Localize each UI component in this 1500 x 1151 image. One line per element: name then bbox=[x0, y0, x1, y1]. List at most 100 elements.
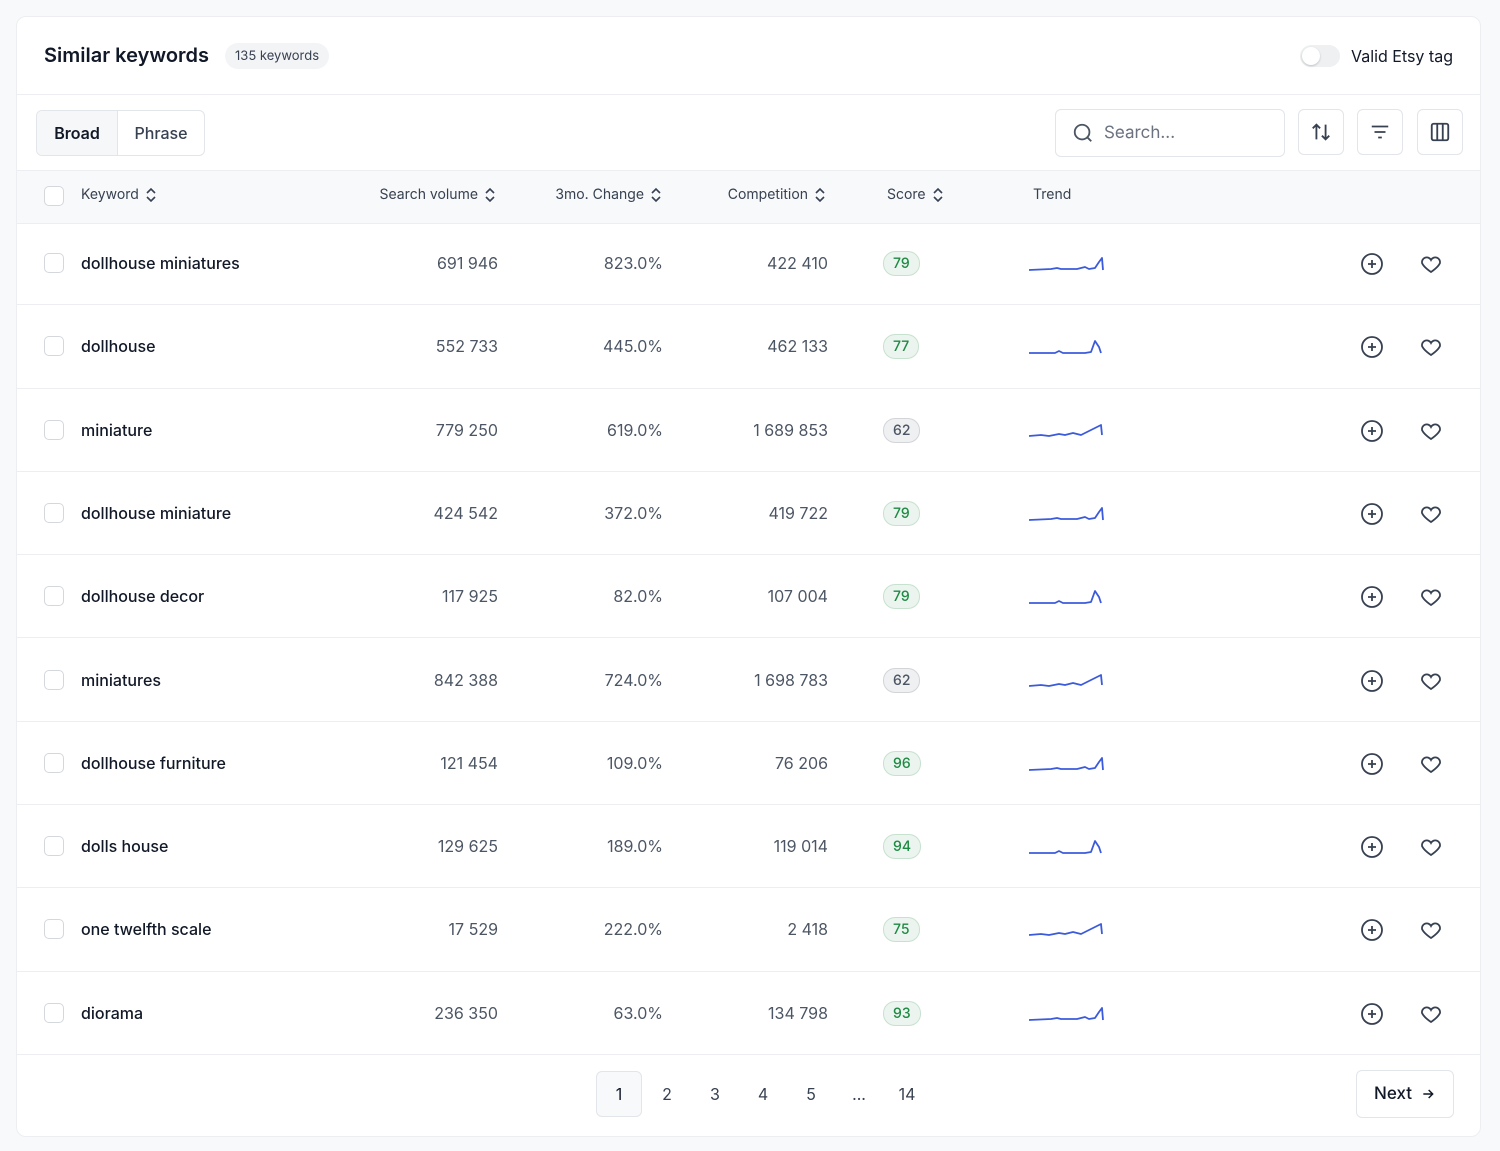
page-button[interactable]: 4 bbox=[757, 1084, 769, 1104]
checkbox[interactable] bbox=[44, 669, 64, 690]
competition: 2 418 bbox=[787, 919, 828, 940]
add-button[interactable] bbox=[1360, 835, 1384, 859]
add-button[interactable] bbox=[1360, 502, 1384, 526]
page-button[interactable]: 1 bbox=[596, 1071, 642, 1117]
column-header[interactable]: Keyword bbox=[81, 186, 157, 203]
table-row: dollhouse miniatures 691 946 823.0% 422 410… bbox=[17, 222, 1480, 306]
search-volume: 842 388 bbox=[433, 669, 498, 690]
score-badge: 62 bbox=[883, 417, 921, 443]
score-badge: 93 bbox=[883, 1000, 921, 1026]
sort-button[interactable] bbox=[1298, 109, 1344, 155]
favorite-button[interactable] bbox=[1419, 918, 1443, 942]
keyword: dollhouse furniture bbox=[81, 752, 226, 773]
tab-phrase[interactable]: Phrase bbox=[134, 123, 188, 143]
column-header[interactable]: Score bbox=[887, 186, 944, 203]
keyword: miniatures bbox=[81, 669, 161, 690]
score-badge: 79 bbox=[883, 500, 920, 526]
score-badge: 79 bbox=[883, 251, 920, 276]
add-button[interactable] bbox=[1360, 585, 1384, 609]
checkbox[interactable] bbox=[44, 836, 64, 857]
favorite-button[interactable] bbox=[1419, 835, 1443, 859]
page-button[interactable]: 14 bbox=[898, 1084, 916, 1104]
checkbox[interactable] bbox=[44, 586, 64, 607]
checkbox[interactable] bbox=[44, 1002, 64, 1023]
column-header[interactable]: Competition bbox=[728, 186, 826, 203]
column-title: Competition bbox=[727, 186, 808, 203]
favorite-button[interactable] bbox=[1419, 252, 1443, 276]
favorite-button[interactable] bbox=[1419, 669, 1443, 693]
column-header: Trend bbox=[1033, 186, 1071, 203]
search-volume: 17 529 bbox=[448, 919, 498, 940]
checkbox[interactable] bbox=[44, 502, 64, 523]
tab-broad[interactable]: Broad bbox=[37, 111, 118, 155]
add-button[interactable] bbox=[1360, 419, 1384, 443]
keyword-count: 135 keywords bbox=[225, 43, 330, 69]
filter-button[interactable] bbox=[1357, 109, 1403, 155]
search-volume: 779 250 bbox=[435, 419, 498, 440]
checkbox[interactable] bbox=[44, 419, 64, 440]
competition: 107 004 bbox=[767, 586, 828, 607]
score-badge: 79 bbox=[883, 584, 920, 610]
table-row: dolls house 129 625 189.0% 119 014 94 bbox=[17, 805, 1480, 889]
trend-sparkline bbox=[1029, 333, 1105, 359]
score-badge: 96 bbox=[883, 750, 921, 776]
favorite-button[interactable] bbox=[1419, 1002, 1443, 1026]
add-button[interactable] bbox=[1360, 1002, 1384, 1026]
page-button[interactable]: 3 bbox=[710, 1084, 720, 1104]
divider bbox=[17, 1054, 1480, 1055]
search-volume: 552 733 bbox=[435, 336, 498, 357]
divider bbox=[17, 94, 1480, 95]
add-button[interactable] bbox=[1360, 252, 1384, 276]
search-volume: 121 454 bbox=[440, 752, 498, 773]
column-title: Score bbox=[887, 186, 926, 203]
trend-sparkline bbox=[1028, 1000, 1105, 1026]
card-title: Similar keywords bbox=[44, 43, 209, 67]
search-box[interactable]: Search... bbox=[1055, 109, 1285, 157]
change: 189.0% bbox=[607, 836, 663, 857]
column-header[interactable]: 3mo. Change bbox=[555, 186, 662, 203]
competition: 1 698 783 bbox=[754, 669, 828, 690]
table-row: miniature 779 250 619.0% 1 689 853 62 bbox=[17, 389, 1480, 472]
page-button[interactable]: ... bbox=[852, 1084, 866, 1104]
checkbox[interactable] bbox=[44, 336, 64, 357]
column-title: Search volume bbox=[379, 186, 478, 203]
search-volume: 691 946 bbox=[436, 253, 498, 273]
trend-sparkline bbox=[1028, 667, 1105, 693]
column-title: Keyword bbox=[81, 186, 139, 203]
next-button[interactable]: Next bbox=[1356, 1070, 1454, 1118]
columns-button[interactable] bbox=[1417, 109, 1463, 155]
trend-sparkline bbox=[1028, 750, 1105, 776]
search-volume: 117 925 bbox=[442, 586, 498, 607]
competition: 422 410 bbox=[767, 253, 828, 273]
page-button[interactable]: 5 bbox=[806, 1084, 816, 1104]
change: 372.0% bbox=[604, 502, 663, 523]
favorite-button[interactable] bbox=[1419, 335, 1443, 359]
keywords-card: Similar keywords 135 keywords Valid Etsy… bbox=[16, 16, 1481, 1137]
favorite-button[interactable] bbox=[1419, 585, 1443, 609]
trend-sparkline bbox=[1029, 583, 1105, 609]
change: 724.0% bbox=[604, 669, 663, 690]
competition: 119 014 bbox=[773, 836, 828, 857]
keyword: dolls house bbox=[81, 836, 169, 857]
favorite-button[interactable] bbox=[1419, 419, 1443, 443]
column-header[interactable]: Search volume bbox=[380, 186, 496, 203]
add-button[interactable] bbox=[1360, 335, 1384, 359]
keyword: miniature bbox=[81, 419, 153, 440]
table-row: diorama 236 350 63.0% 134 798 93 bbox=[17, 972, 1480, 1055]
add-button[interactable] bbox=[1360, 669, 1384, 693]
change: 222.0% bbox=[603, 919, 663, 940]
checkbox[interactable] bbox=[44, 752, 64, 773]
favorite-button[interactable] bbox=[1419, 752, 1443, 776]
page-button[interactable]: 2 bbox=[662, 1084, 672, 1104]
checkbox[interactable] bbox=[44, 919, 64, 940]
score-badge: 62 bbox=[883, 667, 921, 693]
checkbox[interactable] bbox=[44, 253, 64, 273]
add-button[interactable] bbox=[1360, 918, 1384, 942]
add-button[interactable] bbox=[1360, 752, 1384, 776]
competition: 419 722 bbox=[768, 502, 828, 523]
checkbox[interactable] bbox=[44, 186, 64, 206]
pagination: 1 2 3 4 5... 14 bbox=[596, 1071, 930, 1117]
favorite-button[interactable] bbox=[1419, 502, 1443, 526]
toggle[interactable] bbox=[1300, 45, 1340, 67]
trend-sparkline bbox=[1028, 500, 1105, 526]
